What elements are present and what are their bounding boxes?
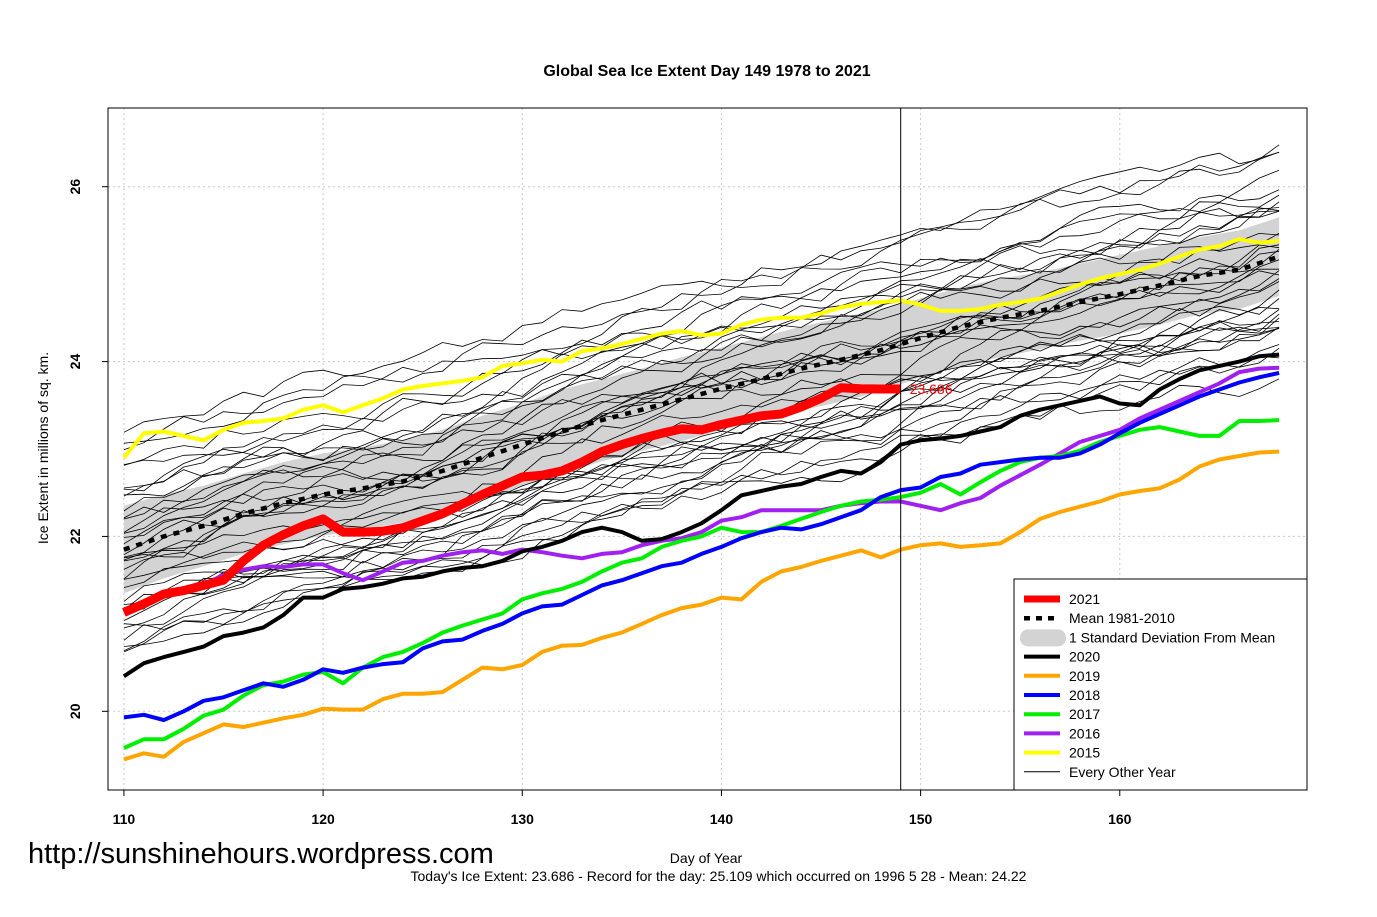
- legend-label: 1 Standard Deviation From Mean: [1069, 629, 1275, 645]
- other-year-line: [123, 232, 1280, 497]
- other-year-line: [123, 244, 1280, 545]
- other-year-line: [123, 194, 1280, 466]
- footer-summary: Today's Ice Extent: 23.686 - Record for …: [410, 868, 1027, 884]
- other-year-line: [123, 151, 1280, 433]
- other-year-line: [123, 270, 1280, 580]
- x-tick-label: 120: [311, 811, 335, 827]
- other-year-line: [123, 259, 1280, 556]
- x-axis: 110 120 130 140 150 160: [113, 790, 1132, 827]
- other-year-line: [123, 321, 1280, 629]
- other-year-line: [123, 144, 1280, 444]
- other-year-line: [123, 207, 1280, 534]
- y-axis-label: Ice Extent in millions of sq. km.: [35, 352, 51, 544]
- other-year-line: [123, 201, 1280, 497]
- series-2021-line: [122, 383, 901, 617]
- legend-label: 2019: [1069, 668, 1100, 684]
- mean-layer: [123, 254, 1280, 552]
- x-tick-label: 140: [710, 811, 734, 827]
- other-year-line: [123, 298, 1280, 609]
- y-tick-label: 20: [67, 703, 83, 719]
- other-year-line: [123, 306, 1280, 588]
- series-2018-line: [123, 370, 1280, 723]
- legend-label: Every Other Year: [1069, 764, 1176, 780]
- mean-line: [123, 254, 1280, 552]
- other-year-line: [123, 169, 1280, 489]
- x-tick-label: 150: [909, 811, 933, 827]
- other-year-line: [123, 151, 1280, 451]
- legend: 2021 Mean 1981-2010 1 Standard Deviation F…: [1013, 578, 1308, 791]
- x-tick-label: 130: [511, 811, 535, 827]
- other-year-line: [123, 344, 1280, 622]
- x-tick-label: 160: [1108, 811, 1132, 827]
- current-value-label: 23.686: [910, 381, 953, 397]
- series-2016-line: [123, 365, 1280, 613]
- chart-title: Global Sea Ice Extent Day 149 1978 to 20…: [543, 63, 870, 80]
- series-2020-line: [122, 352, 1280, 678]
- other-year-line: [123, 378, 1280, 641]
- site-watermark: http://sunshinehours.wordpress.com: [28, 838, 494, 870]
- legend-label: 2018: [1069, 687, 1100, 703]
- legend-swatch: [1020, 629, 1066, 647]
- other-year-line: [123, 327, 1280, 626]
- other-years-layer: [123, 144, 1280, 653]
- legend-label: Mean 1981-2010: [1069, 610, 1175, 626]
- other-year-line: [123, 321, 1280, 580]
- y-axis: 20 22 24 26: [67, 179, 108, 719]
- other-year-line: [123, 355, 1280, 653]
- other-year-line: [123, 250, 1280, 561]
- other-year-line: [123, 281, 1280, 611]
- series-layer: [122, 237, 1280, 762]
- legend-label: 2016: [1069, 725, 1100, 741]
- other-year-line: [123, 270, 1280, 533]
- y-tick-label: 24: [67, 354, 83, 370]
- series-2015-line: [122, 237, 1280, 459]
- x-tick-label: 110: [113, 811, 136, 827]
- series-2019-line: [123, 449, 1280, 762]
- other-year-line: [123, 208, 1280, 520]
- legend-box: [1013, 578, 1308, 791]
- plot-frame: [107, 107, 1308, 791]
- legend-label: 2015: [1069, 745, 1100, 761]
- other-year-line: [123, 278, 1280, 558]
- other-year-line: [123, 326, 1280, 605]
- legend-label: 2021: [1069, 591, 1100, 607]
- y-tick-label: 22: [67, 528, 83, 544]
- y-tick-label: 26: [67, 179, 83, 195]
- other-year-line: [123, 189, 1280, 466]
- x-axis-label: Day of Year: [670, 850, 743, 866]
- legend-label: 2017: [1069, 706, 1100, 722]
- legend-label: 2020: [1069, 649, 1100, 665]
